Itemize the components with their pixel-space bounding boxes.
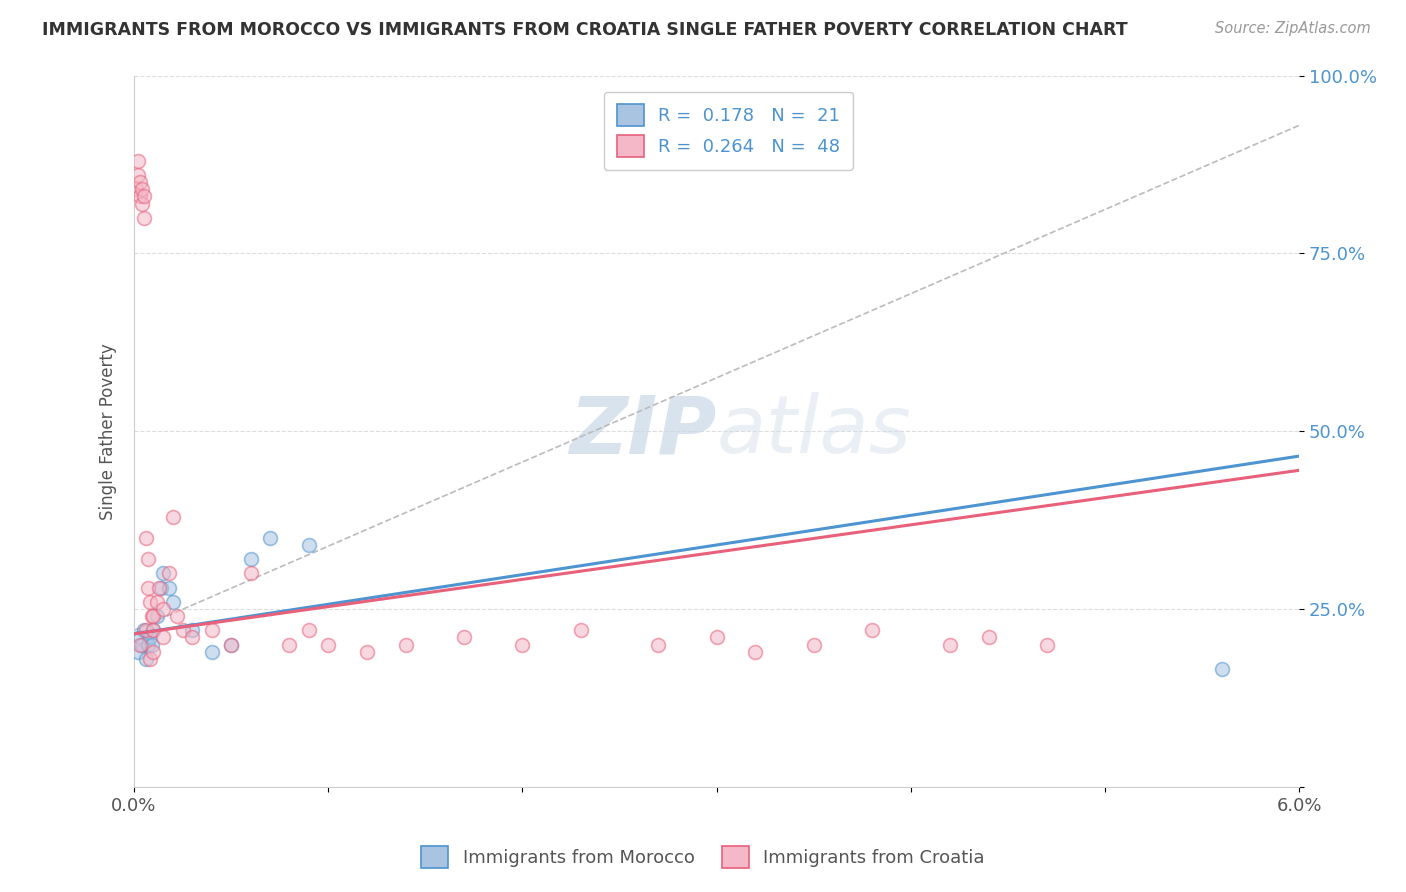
Point	[298, 538, 321, 552]
Point	[136, 552, 159, 566]
Point	[135, 652, 157, 666]
Point	[395, 638, 418, 652]
Point	[181, 624, 204, 638]
Point	[977, 631, 1000, 645]
Point	[219, 638, 242, 652]
Text: Source: ZipAtlas.com: Source: ZipAtlas.com	[1215, 21, 1371, 36]
Point	[259, 531, 281, 545]
Point	[239, 552, 262, 566]
Point	[201, 645, 224, 659]
Point	[131, 182, 153, 196]
Point	[138, 595, 160, 609]
Point	[152, 566, 174, 581]
Point	[142, 624, 165, 638]
Point	[162, 509, 184, 524]
Text: IMMIGRANTS FROM MOROCCO VS IMMIGRANTS FROM CROATIA SINGLE FATHER POVERTY CORRELA: IMMIGRANTS FROM MOROCCO VS IMMIGRANTS FR…	[42, 21, 1128, 38]
Point	[127, 168, 149, 182]
Point	[148, 581, 170, 595]
Point	[142, 609, 165, 624]
Point	[132, 189, 155, 203]
Point	[136, 581, 159, 595]
Point	[744, 645, 766, 659]
Text: atlas: atlas	[717, 392, 911, 470]
Point	[135, 531, 157, 545]
Point	[356, 645, 378, 659]
Point	[172, 624, 194, 638]
Point	[127, 153, 149, 168]
Point	[128, 631, 150, 645]
Point	[128, 638, 150, 652]
Point	[131, 196, 153, 211]
Point	[131, 638, 153, 652]
Point	[1211, 663, 1233, 677]
Point	[146, 595, 169, 609]
Point	[132, 211, 155, 225]
Point	[142, 624, 165, 638]
Point	[706, 631, 728, 645]
Point	[152, 631, 174, 645]
Point	[569, 624, 592, 638]
Point	[132, 624, 155, 638]
Point	[125, 182, 148, 196]
Point	[239, 566, 262, 581]
Point	[512, 638, 534, 652]
Point	[135, 624, 157, 638]
Point	[1035, 638, 1057, 652]
Point	[201, 624, 224, 638]
Point	[152, 602, 174, 616]
Point	[647, 638, 669, 652]
Point	[166, 609, 188, 624]
Legend: Immigrants from Morocco, Immigrants from Croatia: Immigrants from Morocco, Immigrants from…	[411, 835, 995, 879]
Point	[128, 175, 150, 189]
Point	[181, 631, 204, 645]
Legend: R =  0.178   N =  21, R =  0.264   N =  48: R = 0.178 N = 21, R = 0.264 N = 48	[603, 92, 852, 170]
Point	[128, 189, 150, 203]
Point	[141, 609, 163, 624]
Point	[453, 631, 475, 645]
Point	[138, 652, 160, 666]
Point	[298, 624, 321, 638]
Point	[162, 595, 184, 609]
Point	[938, 638, 960, 652]
Point	[146, 609, 169, 624]
Point	[219, 638, 242, 652]
Point	[278, 638, 301, 652]
Point	[141, 638, 163, 652]
Text: ZIP: ZIP	[569, 392, 717, 470]
Point	[150, 581, 173, 595]
Point	[127, 645, 149, 659]
Point	[138, 631, 160, 645]
Point	[157, 566, 180, 581]
Point	[803, 638, 825, 652]
Point	[142, 645, 165, 659]
Point	[860, 624, 883, 638]
Point	[316, 638, 339, 652]
Point	[136, 638, 159, 652]
Point	[157, 581, 180, 595]
Y-axis label: Single Father Poverty: Single Father Poverty	[100, 343, 117, 519]
